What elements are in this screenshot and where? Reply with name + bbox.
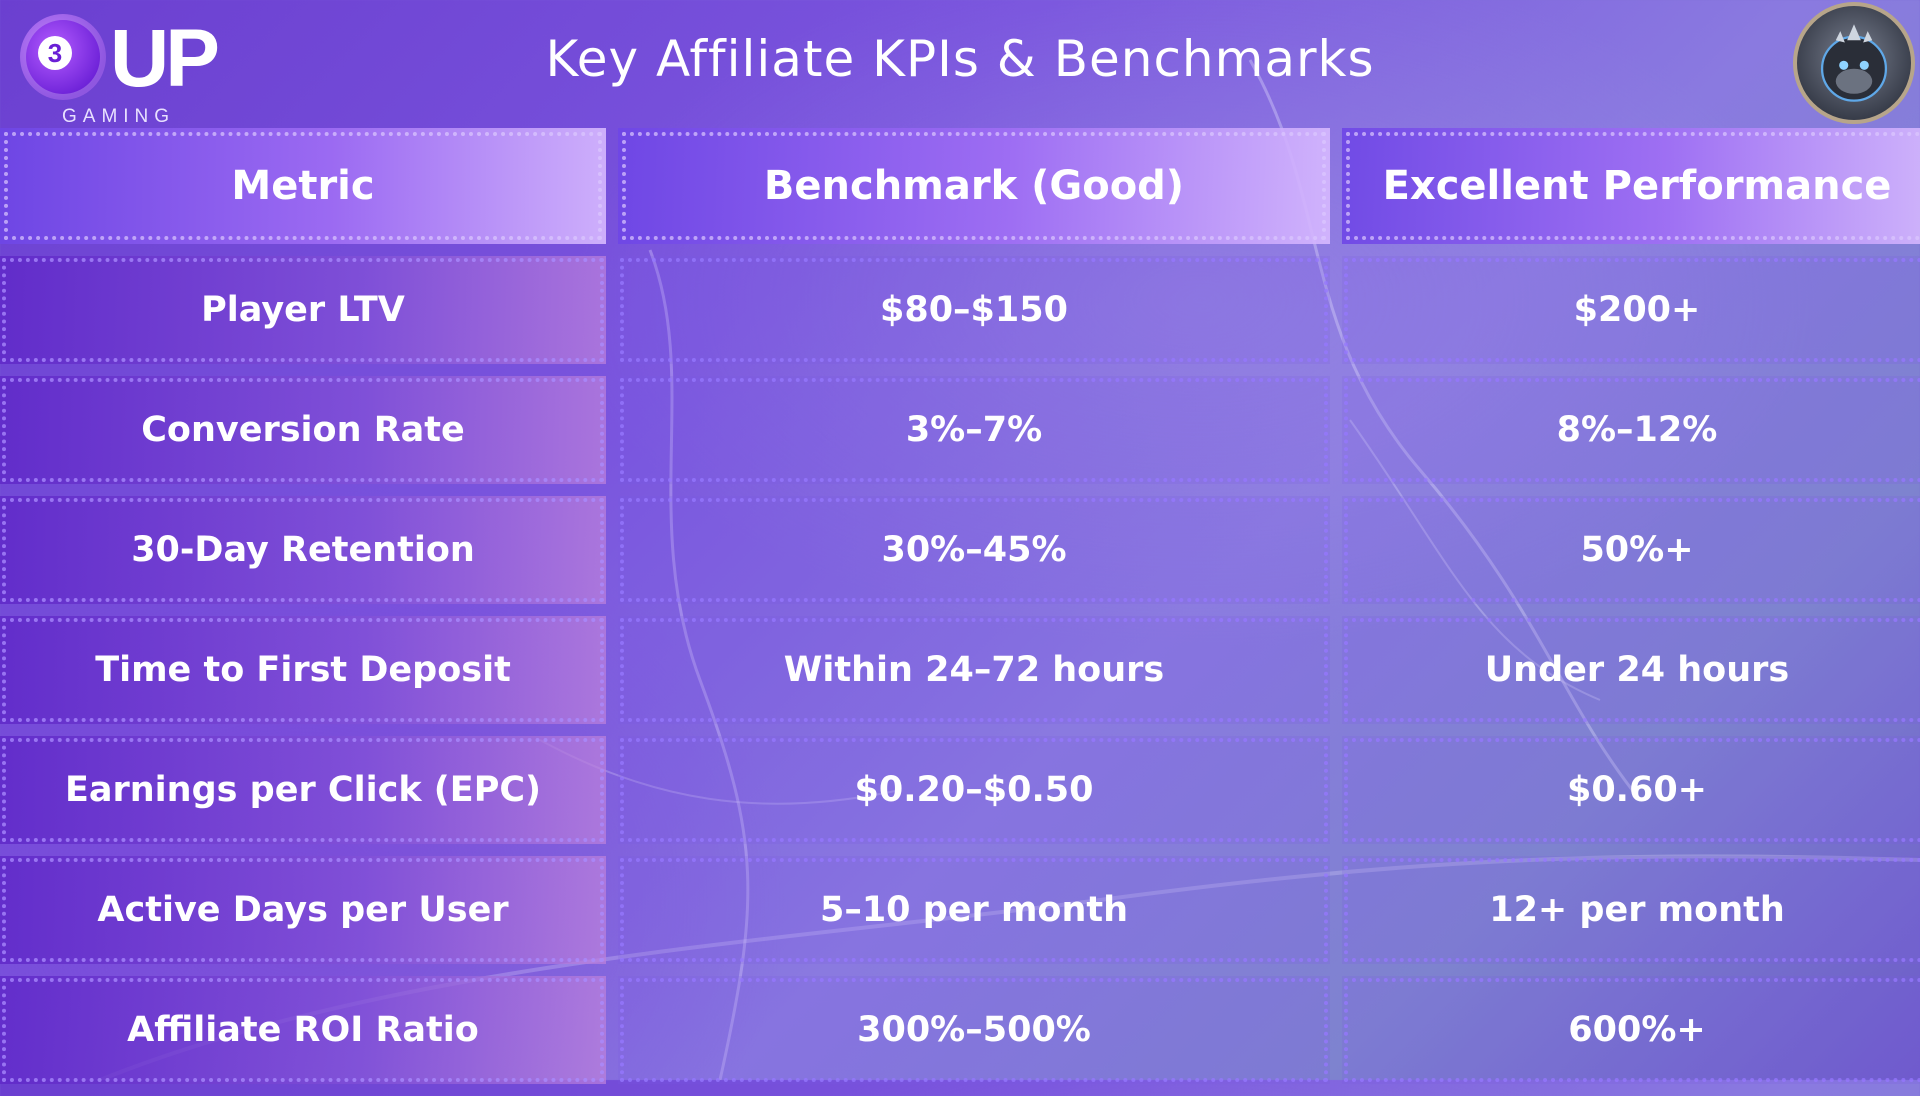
excellent-cell: $200+ (1342, 256, 1920, 364)
excellent-cell: 8%–12% (1342, 376, 1920, 484)
header-benchmark: Benchmark (Good) (618, 128, 1330, 244)
logo-subtitle: GAMING (62, 106, 176, 127)
metric-cell: Time to First Deposit (0, 616, 606, 724)
gorilla-mascot-icon (1793, 2, 1915, 124)
benchmark-cell: 3%–7% (618, 376, 1330, 484)
table-row: Active Days per User 5–10 per month 12+ … (0, 856, 1920, 964)
table-row: Earnings per Click (EPC) $0.20–$0.50 $0.… (0, 736, 1920, 844)
brand-logo: 3 UP GAMING (18, 8, 228, 127)
benchmark-cell: 30%–45% (618, 496, 1330, 604)
metric-cell: 30-Day Retention (0, 496, 606, 604)
table-row: Conversion Rate 3%–7% 8%–12% (0, 376, 1920, 484)
benchmark-cell: $80–$150 (618, 256, 1330, 364)
metric-cell: Affiliate ROI Ratio (0, 976, 606, 1084)
excellent-cell: 50%+ (1342, 496, 1920, 604)
page-title: Key Affiliate KPIs & Benchmarks (545, 30, 1375, 88)
table-row: Player LTV $80–$150 $200+ (0, 256, 1920, 364)
metric-cell: Player LTV (0, 256, 606, 364)
table-header-row: Metric Benchmark (Good) Excellent Perfor… (0, 128, 1920, 244)
excellent-cell: 600%+ (1342, 976, 1920, 1084)
excellent-cell: Under 24 hours (1342, 616, 1920, 724)
benchmark-cell: Within 24–72 hours (618, 616, 1330, 724)
logo-chip-number: 3 (38, 36, 72, 70)
header-metric: Metric (0, 128, 606, 244)
table-row: Time to First Deposit Within 24–72 hours… (0, 616, 1920, 724)
table-row: 30-Day Retention 30%–45% 50%+ (0, 496, 1920, 604)
kpi-table: Metric Benchmark (Good) Excellent Perfor… (0, 116, 1920, 1096)
benchmark-cell: 300%–500% (618, 976, 1330, 1084)
logo-wordmark: UP (110, 13, 220, 104)
header-excellent: Excellent Performance (1342, 128, 1920, 244)
excellent-cell: $0.60+ (1342, 736, 1920, 844)
metric-cell: Earnings per Click (EPC) (0, 736, 606, 844)
table-row: Affiliate ROI Ratio 300%–500% 600%+ (0, 976, 1920, 1084)
excellent-cell: 12+ per month (1342, 856, 1920, 964)
metric-cell: Active Days per User (0, 856, 606, 964)
benchmark-cell: $0.20–$0.50 (618, 736, 1330, 844)
benchmark-cell: 5–10 per month (618, 856, 1330, 964)
metric-cell: Conversion Rate (0, 376, 606, 484)
